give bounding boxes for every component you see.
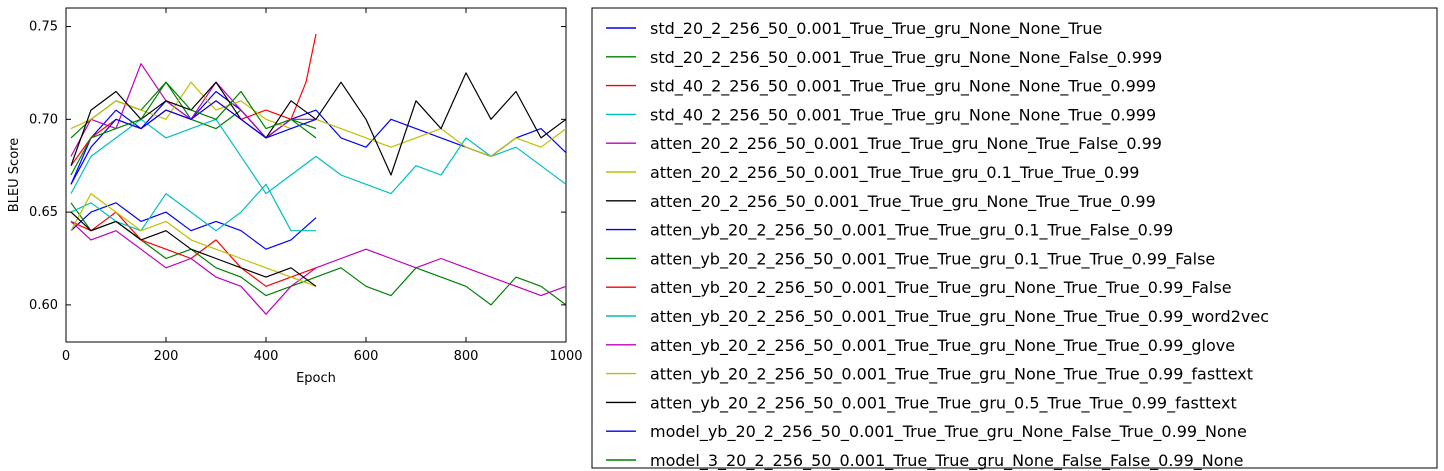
legend-label-16: model_3_20_2_256_50_0.001_True_True_gru_… — [650, 451, 1244, 471]
legend-label-9: atten_yb_20_2_256_50_0.001_True_True_gru… — [650, 249, 1215, 269]
y-axis: 0.60 0.65 0.70 0.75 — [29, 20, 566, 313]
legend-label-2: std_20_2_256_50_0.001_True_True_gru_None… — [650, 48, 1162, 68]
legend-label-4: std_40_2_256_50_0.001_True_True_gru_None… — [650, 105, 1156, 125]
x-tick-label: 400 — [254, 349, 279, 364]
legend-label-15: model_yb_20_2_256_50_0.001_True_True_gru… — [650, 422, 1247, 442]
legend-label-5: atten_20_2_256_50_0.001_True_True_gru_No… — [650, 134, 1162, 154]
legend-label-7: atten_20_2_256_50_0.001_True_True_gru_No… — [650, 192, 1156, 212]
y-tick-label: 0.70 — [29, 112, 58, 127]
legend: std_20_2_256_50_0.001_True_True_gru_None… — [591, 7, 1438, 471]
series-line-15 — [70, 100, 317, 185]
plot-area — [65, 7, 567, 343]
y-axis-label: BLEU Score — [7, 138, 22, 212]
y-tick-label: 0.60 — [29, 298, 58, 313]
x-tick-label: 1000 — [549, 349, 582, 364]
x-tick-label: 0 — [62, 349, 70, 364]
legend-label-11: atten_yb_20_2_256_50_0.001_True_True_gru… — [650, 307, 1269, 327]
x-axis: 0 200 400 600 800 1000 — [62, 8, 583, 364]
y-tick-label: 0.75 — [29, 20, 58, 35]
plot-frame — [65, 7, 567, 343]
legend-label-1: std_20_2_256_50_0.001_True_True_gru_None… — [650, 19, 1102, 39]
y-tick-label: 0.65 — [29, 205, 58, 220]
series-line-12 — [70, 220, 567, 315]
x-axis-label: Epoch — [296, 371, 336, 386]
series-line-14 — [70, 211, 317, 287]
series-line-4 — [70, 118, 567, 195]
series-lines — [70, 33, 567, 315]
series-line-9 — [70, 202, 567, 306]
legend-label-6: atten_20_2_256_50_0.001_True_True_gru_0.… — [650, 163, 1139, 183]
legend-label-14: atten_yb_20_2_256_50_0.001_True_True_gru… — [650, 393, 1237, 413]
legend-label-13: atten_yb_20_2_256_50_0.001_True_True_gru… — [650, 365, 1253, 385]
series-line-13 — [70, 193, 317, 287]
legend-label-10: atten_yb_20_2_256_50_0.001_True_True_gru… — [650, 278, 1232, 298]
legend-frame — [591, 7, 1438, 469]
legend-label-8: atten_yb_20_2_256_50_0.001_True_True_gru… — [650, 221, 1173, 241]
series-line-16 — [70, 81, 317, 176]
legend-label-3: std_40_2_256_50_0.001_True_True_gru_None… — [650, 77, 1156, 97]
legend-items: std_20_2_256_50_0.001_True_True_gru_None… — [606, 19, 1269, 471]
x-tick-label: 600 — [354, 349, 379, 364]
legend-label-12: atten_yb_20_2_256_50_0.001_True_True_gru… — [650, 336, 1235, 356]
series-line-11 — [70, 183, 316, 232]
x-tick-label: 200 — [154, 349, 179, 364]
x-tick-label: 800 — [454, 349, 479, 364]
